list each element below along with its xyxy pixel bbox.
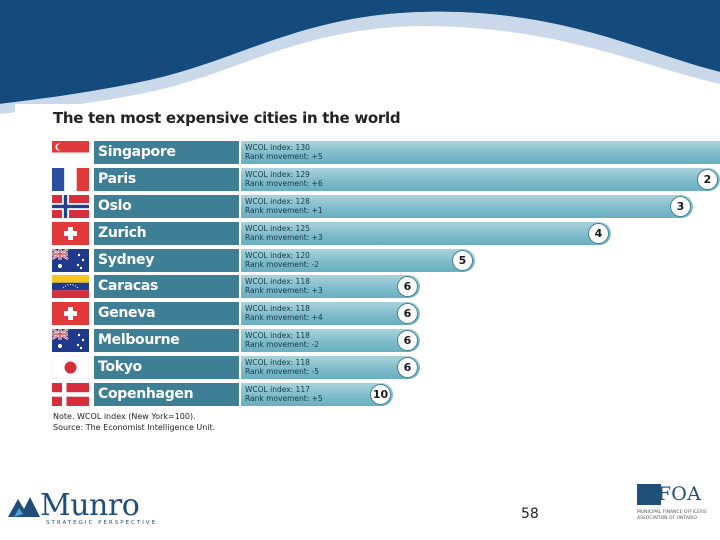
bar: WCOL index: 118 Rank movement: -5 6 [241,356,420,380]
flag-icon [52,248,89,272]
bar: WCOL index: 128 Rank movement: +1 3 [241,194,693,218]
wcol-index-label: WCOL index: 129 [245,169,310,179]
city-label: Sydney [94,248,239,272]
bar-stats: WCOL index: 130 Rank movement: +5 [245,143,323,161]
rank-movement-label: Rank movement: +4 [245,313,323,323]
city-label: Geneva [94,302,239,326]
flag-icon [52,194,89,218]
city-label: Zurich [94,221,239,245]
rank-badge: 6 [397,357,418,379]
city-label: Paris [94,167,239,191]
city-label: Copenhagen [94,383,239,407]
rank-movement-label: Rank movement: +3 [245,286,323,296]
flag-icon [52,275,89,299]
rank-badge: 2 [697,168,718,190]
rank-movement-label: Rank movement: -2 [245,259,320,269]
wcol-index-label: WCOL index: 118 [245,304,310,314]
bar-stats: WCOL index: 118 Rank movement: +3 [245,277,323,295]
flag-icon [52,329,89,353]
mfoa-logo-mark [637,484,661,505]
chart-notes: Note. WCOL index (New York=100). Source:… [53,411,215,433]
bar-stats: WCOL index: 129 Rank movement: +6 [245,170,323,188]
city-label: Caracas [94,275,239,299]
wcol-index-label: WCOL index: 128 [245,196,310,206]
bar-stats: WCOL index: 125 Rank movement: +3 [245,224,323,242]
bar: WCOL index: 118 Rank movement: +3 6 [241,275,420,299]
rank-badge: 6 [397,303,418,325]
rank-badge: 6 [397,276,418,298]
flag-icon [52,356,89,380]
rank-badge: 6 [397,330,418,352]
city-label: Melbourne [94,329,239,353]
bar-stats: WCOL index: 117 Rank movement: +5 [245,385,323,403]
bar-stats: WCOL index: 120 Rank movement: -2 [245,251,319,269]
wcol-index-label: WCOL index: 118 [245,331,310,341]
flag-icon [52,302,89,326]
mfoa-subtitle: Municipal Finance Officers' Association … [637,510,708,521]
bar-stats: WCOL index: 118 Rank movement: -2 [245,331,319,349]
city-label: Oslo [94,194,239,218]
flag-icon [52,383,89,407]
rank-badge: 5 [452,249,473,271]
flag-icon [52,141,89,164]
rank-badge: 4 [588,222,609,244]
wcol-index-label: WCOL index: 130 [245,143,310,152]
bar: WCOL index: 120 Rank movement: -2 5 [241,248,475,272]
bar: WCOL index: 118 Rank movement: +4 6 [241,302,420,326]
flag-icon [52,221,89,245]
wcol-index-label: WCOL index: 118 [245,358,310,368]
bar: WCOL index: 129 Rank movement: +6 2 [241,167,720,191]
chart-title: The ten most expensive cities in the wor… [53,109,401,127]
chart-source: Source: The Economist Intelligence Unit. [53,423,216,432]
flag-icon [52,167,89,191]
bar: WCOL index: 125 Rank movement: +3 4 [241,221,611,245]
bar-stats: WCOL index: 118 Rank movement: +4 [245,304,323,322]
munro-logo-mark [8,497,40,517]
mfoa-logo-text: MFOA [638,483,702,505]
munro-tagline: STRATEGIC PERSPECTIVE [46,520,158,526]
rank-movement-label: Rank movement: +5 [245,394,323,404]
rank-movement-label: Rank movement: +5 [245,152,323,161]
wcol-index-label: WCOL index: 118 [245,277,310,287]
wcol-index-label: WCOL index: 117 [245,385,310,395]
city-label: Tokyo [94,356,239,380]
bar-stats: WCOL index: 128 Rank movement: +1 [245,197,323,215]
rank-movement-label: Rank movement: +6 [245,178,323,188]
rank-movement-label: Rank movement: -5 [245,367,320,377]
bar: WCOL index: 118 Rank movement: -2 6 [241,329,420,353]
city-label: Singapore [94,141,239,164]
rank-movement-label: Rank movement: -2 [245,340,320,350]
chart-note: Note. WCOL index (New York=100). [53,412,196,421]
munro-logo-text: Munro [40,488,140,523]
rank-badge: 10 [370,384,391,406]
bar-stats: WCOL index: 118 Rank movement: -5 [245,358,319,376]
wcol-index-label: WCOL index: 125 [245,223,310,233]
rank-movement-label: Rank movement: +1 [245,205,323,215]
page-number: 58 [521,506,539,522]
rank-badge: 3 [670,195,691,217]
wcol-index-label: WCOL index: 120 [245,250,310,260]
rank-movement-label: Rank movement: +3 [245,232,323,242]
bar: WCOL index: 117 Rank movement: +5 10 [241,383,393,407]
